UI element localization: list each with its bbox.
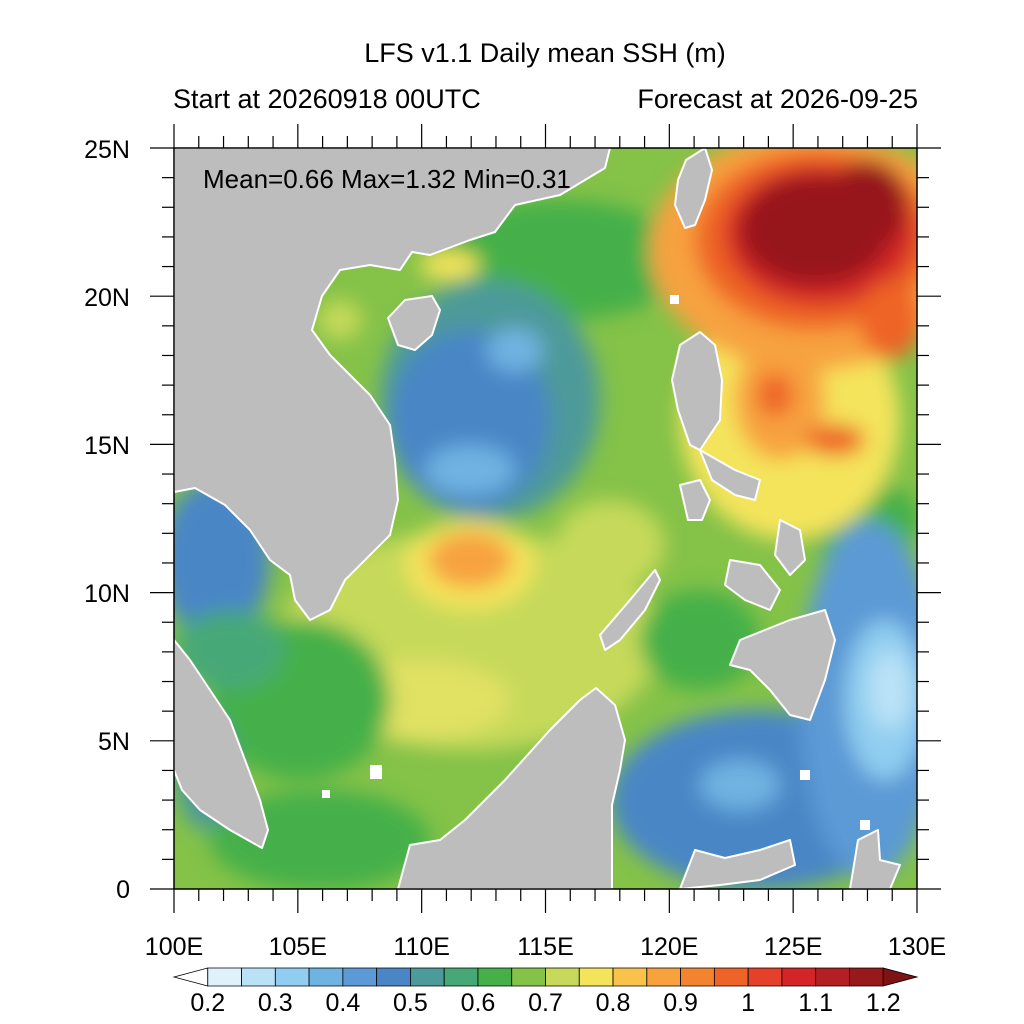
lon-label: 115E (517, 933, 574, 961)
colorbar-swatch (443, 967, 479, 987)
colorbar-swatch (274, 967, 310, 987)
colorbar-swatch (781, 967, 817, 987)
colorbar-label: 0.9 (663, 989, 698, 1017)
longitude-axis: 100E 105E 110E 115E 120E 125E 130E (145, 933, 946, 961)
colorbar-swatch (849, 967, 884, 987)
colorbar-label: 0.4 (325, 989, 360, 1017)
missing-data-marks (322, 295, 870, 830)
colorbar-label: 0.8 (596, 989, 631, 1017)
lon-label: 105E (269, 933, 327, 961)
colorbar-label: 0.2 (190, 989, 225, 1017)
lat-label: 20N (84, 284, 130, 312)
colorbar-swatch (410, 967, 445, 987)
colorbar-label: 0.3 (258, 989, 293, 1017)
colorbar-swatch (815, 967, 850, 987)
forecast-time-label: Forecast at 2026-09-25 (637, 84, 918, 114)
colorbar-label: 1.2 (866, 989, 901, 1017)
lon-label: 130E (888, 933, 946, 961)
colorbar-swatch (207, 967, 242, 987)
colorbar-label: 0.5 (393, 989, 428, 1017)
colorbar-label: 1.1 (798, 989, 833, 1017)
colorbar-label: 1 (741, 989, 755, 1017)
colorbar-swatch (578, 967, 614, 987)
colorbar-label: 0.7 (528, 989, 563, 1017)
latitude-axis: 0 5N 10N 15N 20N 25N (84, 136, 130, 904)
colorbar (172, 967, 919, 987)
stats-label: Mean=0.66 Max=1.32 Min=0.31 (203, 164, 571, 194)
colorbar-swatch (308, 967, 344, 987)
colorbar-swatch (747, 967, 783, 987)
colorbar-swatch (680, 967, 715, 987)
lat-label: 15N (84, 432, 130, 460)
colorbar-swatch (882, 967, 919, 987)
colorbar-swatch (241, 967, 276, 987)
colorbar-swatch (511, 967, 546, 987)
lon-label: 120E (640, 933, 698, 961)
ssh-field (174, 148, 917, 889)
land (174, 148, 901, 889)
lon-label: 100E (145, 933, 203, 961)
start-time-label: Start at 20260918 00UTC (173, 84, 481, 114)
colorbar-swatch (172, 967, 209, 987)
colorbar-labels: 0.2 0.3 0.4 0.5 0.6 0.7 0.8 0.9 1 1.1 1.2 (190, 989, 900, 1017)
colorbar-swatch (477, 967, 513, 987)
colorbar-swatch (376, 967, 411, 987)
lon-label: 125E (764, 933, 822, 961)
axis-ticks (150, 124, 941, 913)
lon-label: 110E (393, 933, 450, 961)
lat-label: 0 (116, 876, 130, 904)
lat-label: 25N (84, 136, 130, 164)
colorbar-swatch (713, 967, 749, 987)
colorbar-label: 0.6 (461, 989, 496, 1017)
colorbar-swatch (545, 967, 580, 987)
colorbar-swatch (342, 967, 378, 987)
map-title: LFS v1.1 Daily mean SSH (m) (364, 38, 726, 68)
lat-label: 10N (84, 580, 130, 608)
colorbar-swatch (612, 967, 648, 987)
colorbar-swatch (646, 967, 681, 987)
lat-label: 5N (98, 728, 130, 756)
